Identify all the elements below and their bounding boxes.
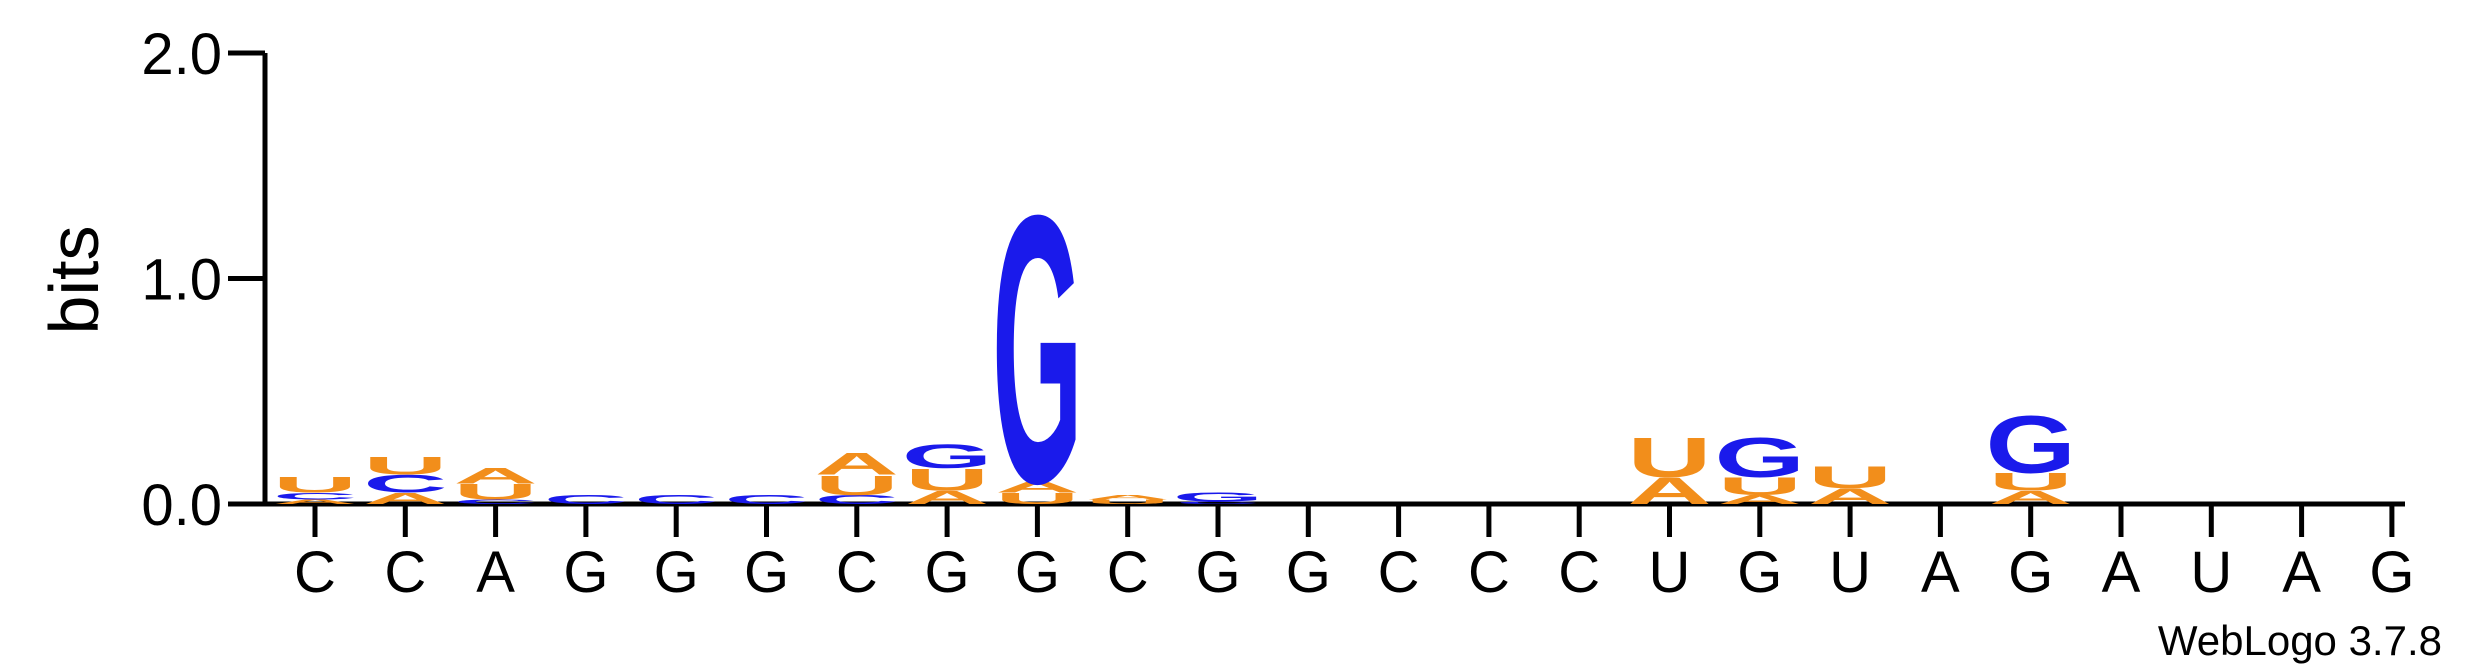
logo-glyph-a: A <box>905 487 989 508</box>
x-tick-label: G <box>925 540 970 605</box>
logo-glyph-c: C <box>1176 501 1260 504</box>
x-tick-label: C <box>1107 540 1149 605</box>
y-tick-label: 1.0 <box>141 248 222 313</box>
logo-glyph-g: G <box>902 437 993 475</box>
x-tick-label: U <box>1649 540 1691 605</box>
logo-glyph-c: C <box>453 498 537 505</box>
logo-glyph-c: C <box>724 493 808 507</box>
x-tick-label: G <box>1286 540 1331 605</box>
y-ticks: 0.0 1.0 2.0 <box>141 22 265 538</box>
x-tick-label: A <box>2102 540 2141 605</box>
x-tick-label: G <box>1737 540 1782 605</box>
x-tick-label: C <box>836 540 878 605</box>
x-tick-label: G <box>744 540 789 605</box>
x-tick-label: U <box>1829 540 1871 605</box>
logo-glyph-a: A <box>1718 493 1802 507</box>
logo-glyph-g: G <box>1173 490 1264 504</box>
logo-glyph-u: U <box>1627 426 1711 489</box>
x-tick-label: G <box>2008 540 2053 605</box>
x-tick-label: G <box>1195 540 1240 605</box>
logo-glyph-a: A <box>1989 487 2073 508</box>
logo-glyph-u: U <box>273 473 357 498</box>
weblogo-credit: WebLogo 3.7.8 <box>2158 617 2442 664</box>
logo-glyph-a: A <box>273 498 357 505</box>
x-tick-label: G <box>563 540 608 605</box>
x-tick-label: G <box>1015 540 1060 605</box>
x-tick-label: G <box>2369 540 2414 605</box>
logo-glyph-a: A <box>815 447 899 482</box>
logo-glyph-a: A <box>1086 494 1170 501</box>
x-tick-label: C <box>1378 540 1420 605</box>
logo-glyph-a: A <box>995 479 1079 496</box>
x-tick-label: A <box>2282 540 2321 605</box>
logo-glyph-u: U <box>1718 472 1802 500</box>
logo-glyph-c: C <box>544 493 628 507</box>
logo-glyph-g: G <box>1714 426 1805 489</box>
logo-glyph-u: U <box>815 469 899 501</box>
x-tick-label: A <box>1921 540 1960 605</box>
x-tick-label: C <box>384 540 426 605</box>
y-tick-label: 0.0 <box>141 473 222 538</box>
x-tick-label: A <box>476 540 515 605</box>
logo-glyph-u: U <box>1808 460 1892 495</box>
logo-glyph-g: G <box>992 135 1083 562</box>
x-tick-label: U <box>2190 540 2232 605</box>
logo-glyph-u: U <box>1086 498 1170 505</box>
logo-glyph-c: C <box>363 470 447 498</box>
x-tick-label: G <box>654 540 699 605</box>
logo-glyph-u: U <box>363 452 447 480</box>
logo-glyph-u: U <box>905 463 989 498</box>
y-axis-label: bits <box>35 226 113 335</box>
x-tick-label: C <box>294 540 336 605</box>
logo-glyph-g: G <box>1985 400 2076 491</box>
logo-glyph-a: A <box>363 490 447 507</box>
x-tick-label: C <box>1468 540 1510 605</box>
logo-glyph-u: U <box>453 480 537 505</box>
y-tick-label: 2.0 <box>141 22 222 87</box>
logo-glyph-u: U <box>995 490 1079 507</box>
logo-glyph-a: A <box>453 464 537 489</box>
logo-glyph-c: C <box>273 491 357 502</box>
logo-glyph-c: C <box>634 493 718 507</box>
x-tick-label: C <box>1558 540 1600 605</box>
logo-glyph-c: C <box>815 493 899 507</box>
logo-glyph-u: U <box>1989 468 2073 496</box>
